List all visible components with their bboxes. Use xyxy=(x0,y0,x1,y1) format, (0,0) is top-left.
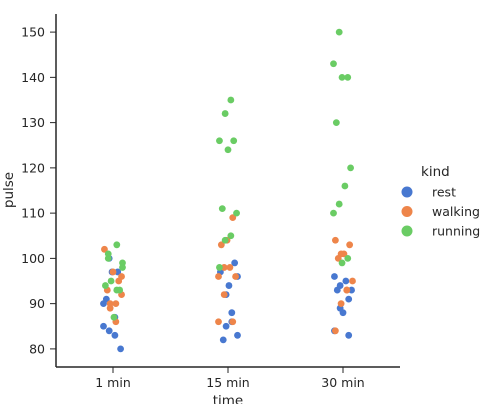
point-rest xyxy=(219,336,227,344)
point-running xyxy=(216,264,223,271)
point-walking xyxy=(349,277,356,285)
point-running xyxy=(221,236,229,244)
point-rest xyxy=(111,331,119,339)
point-walking xyxy=(232,273,240,280)
point-running xyxy=(227,232,235,240)
point-running xyxy=(110,313,118,321)
y-tick-label: 80 xyxy=(29,341,45,356)
point-rest xyxy=(100,322,107,330)
point-running xyxy=(332,119,340,127)
legend-marker-rest xyxy=(401,186,413,198)
point-running xyxy=(113,241,121,249)
point-walking xyxy=(332,236,339,244)
point-running xyxy=(341,182,349,190)
point-walking xyxy=(346,241,354,249)
point-walking xyxy=(220,291,228,298)
x-axis-ticks: 1 min 15 min 30 min xyxy=(95,367,365,390)
point-running xyxy=(347,164,354,172)
point-running xyxy=(230,137,238,145)
y-tick-label: 150 xyxy=(21,25,45,40)
point-running xyxy=(338,73,346,81)
legend: kind rest walking running xyxy=(401,164,480,239)
legend-marker-walking xyxy=(401,206,413,217)
y-tick-label: 130 xyxy=(21,115,45,130)
legend-label-walking: walking xyxy=(432,204,480,219)
point-running xyxy=(104,250,112,258)
y-axis-ticks: 80 90 100 110 120 130 140 150 xyxy=(21,25,56,356)
point-walking xyxy=(215,318,222,326)
point-running xyxy=(330,60,337,68)
y-tick-label: 110 xyxy=(21,206,45,221)
point-walking xyxy=(226,264,234,271)
point-rest xyxy=(228,309,236,317)
legend-title: kind xyxy=(421,164,450,180)
point-running xyxy=(344,73,352,81)
point-running xyxy=(233,209,240,217)
point-rest xyxy=(345,295,353,303)
point-walking xyxy=(337,250,345,258)
y-tick-label: 90 xyxy=(29,296,45,311)
point-rest xyxy=(114,268,122,276)
data-points xyxy=(100,28,356,353)
x-axis-title: time xyxy=(213,393,244,404)
point-running xyxy=(119,259,126,267)
point-running xyxy=(330,209,337,217)
point-running xyxy=(116,286,124,294)
point-walking xyxy=(229,214,237,222)
point-running xyxy=(216,137,223,145)
point-running xyxy=(224,146,232,154)
legend-label-rest: rest xyxy=(432,185,456,200)
point-running xyxy=(221,110,229,117)
point-walking xyxy=(343,286,351,294)
point-rest xyxy=(225,282,233,289)
y-tick-label: 140 xyxy=(21,70,45,85)
point-walking xyxy=(332,327,339,335)
point-walking xyxy=(337,300,345,308)
point-running xyxy=(338,259,346,267)
point-running xyxy=(107,277,115,285)
point-running xyxy=(344,254,352,262)
point-rest xyxy=(345,331,353,339)
x-tick-label: 15 min xyxy=(206,375,249,390)
x-tick-label: 1 min xyxy=(95,375,131,390)
legend-label-running: running xyxy=(432,224,480,239)
point-rest xyxy=(231,259,239,267)
point-walking xyxy=(106,304,114,312)
point-rest xyxy=(331,273,338,280)
point-walking xyxy=(109,268,117,276)
point-rest xyxy=(105,327,113,335)
y-tick-label: 100 xyxy=(21,251,45,266)
y-tick-label: 120 xyxy=(21,160,45,175)
point-running xyxy=(335,200,343,208)
point-rest xyxy=(117,345,124,353)
point-rest xyxy=(348,286,355,294)
point-rest xyxy=(342,277,350,285)
point-running xyxy=(102,282,109,289)
point-walking xyxy=(217,241,225,249)
point-rest xyxy=(333,286,341,294)
point-walking xyxy=(220,264,228,271)
point-walking xyxy=(101,245,108,253)
point-walking xyxy=(112,300,120,308)
point-walking xyxy=(215,273,222,280)
point-running xyxy=(218,205,226,213)
point-running xyxy=(335,28,343,36)
x-tick-label: 30 min xyxy=(321,375,364,390)
point-walking xyxy=(229,318,237,326)
point-walking xyxy=(118,273,125,280)
legend-marker-running xyxy=(401,225,413,237)
point-rest xyxy=(222,322,230,330)
y-axis-title: pulse xyxy=(1,172,17,208)
point-rest xyxy=(100,300,107,308)
point-running xyxy=(227,96,235,104)
point-rest xyxy=(234,331,241,339)
